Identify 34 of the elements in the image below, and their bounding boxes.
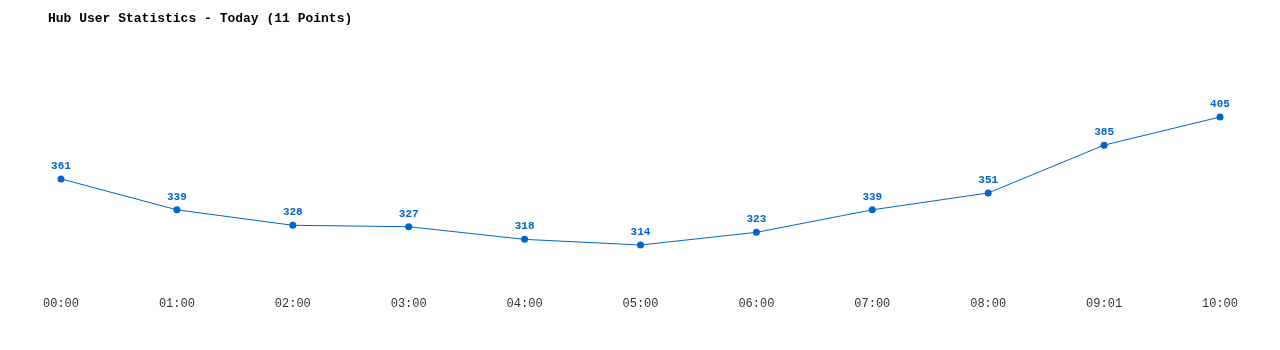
point xyxy=(173,206,181,214)
data-label: 318 xyxy=(514,220,535,233)
data-label: 405 xyxy=(1210,98,1231,110)
x-tick-label: 09:01 xyxy=(1086,297,1123,311)
point xyxy=(637,241,644,249)
point xyxy=(752,228,760,236)
point xyxy=(289,221,297,229)
x-tick-label: 06:00 xyxy=(738,297,775,311)
point xyxy=(984,189,992,197)
x-tick-label: 03:00 xyxy=(390,297,427,311)
point xyxy=(521,235,529,243)
x-tick-label: 02:00 xyxy=(274,297,311,311)
data-label: 327 xyxy=(398,207,419,220)
data-label: 385 xyxy=(1094,126,1115,139)
data-label: 314 xyxy=(630,226,651,238)
x-tick-label: 08:00 xyxy=(970,297,1007,311)
data-label: 351 xyxy=(978,173,999,186)
chart-title: Hub User Statistics - Today (11 Points) xyxy=(48,11,353,26)
x-tick-label: 10:00 xyxy=(1201,297,1239,311)
x-tick-label: 01:00 xyxy=(158,297,195,311)
point xyxy=(1100,141,1108,149)
point xyxy=(868,206,876,214)
point xyxy=(57,175,65,183)
data-label: 339 xyxy=(862,190,883,203)
x-tick-label: 05:00 xyxy=(622,297,659,311)
x-tick-label: 04:00 xyxy=(506,297,543,311)
data-label: 361 xyxy=(51,159,72,172)
point xyxy=(1216,113,1224,121)
point xyxy=(405,223,413,231)
data-label: 323 xyxy=(746,213,767,226)
x-tick-label: 00:00 xyxy=(42,297,80,311)
data-label: 328 xyxy=(282,206,304,219)
x-tick-label: 07:00 xyxy=(854,297,891,311)
data-label: 339 xyxy=(166,190,187,203)
